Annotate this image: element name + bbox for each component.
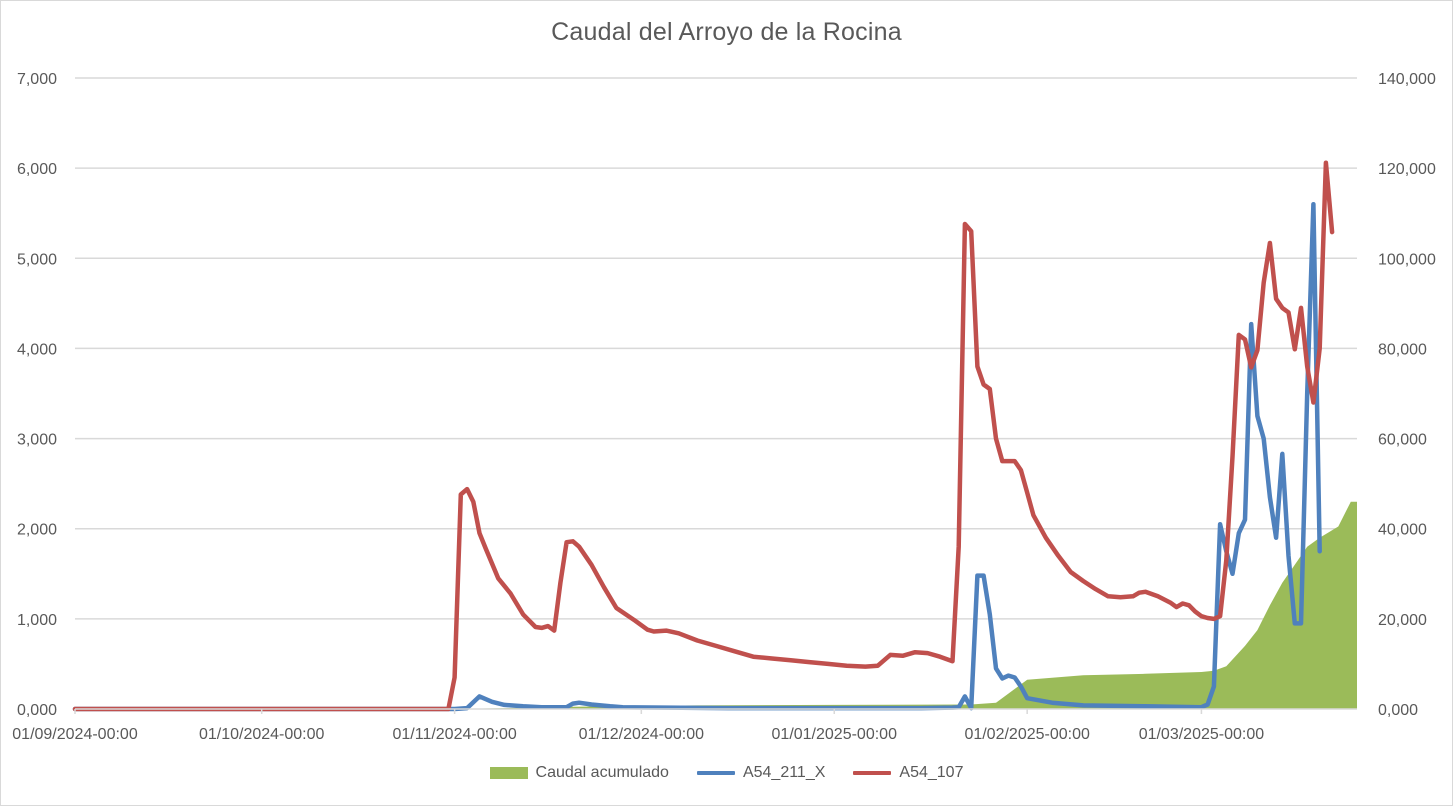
x-tick-label: 01/02/2025-00:00	[964, 726, 1090, 743]
legend: Caudal acumulado A54_211_X A54_107	[0, 764, 1453, 782]
y-right-tick-label: 60,000	[1378, 432, 1427, 449]
x-tick-label: 01/09/2024-00:00	[12, 726, 138, 743]
axis-layer	[74, 708, 1357, 714]
legend-item-a54-211-x: A54_211_X	[696, 764, 826, 782]
line-layer	[72, 160, 1335, 712]
series-area-caudal-acumulado	[75, 501, 1357, 709]
x-tick-label: 01/01/2025-00:00	[772, 726, 898, 743]
y-right-tick-label: 120,000	[1378, 161, 1436, 178]
x-tick-label: 01/12/2024-00:00	[579, 726, 705, 743]
legend-swatch-caudal-acumulado	[489, 767, 528, 779]
y-right-tick-label: 20,000	[1378, 612, 1427, 629]
y-left-tick-label: 6,000	[17, 161, 57, 178]
y-left-tick-label: 2,000	[17, 522, 57, 539]
y-left-tick-label: 5,000	[17, 251, 57, 268]
label-layer: 0,000 0,000 1,000 20,000 2,000 40,000 3,000 60,…	[12, 71, 1436, 743]
area-layer	[75, 501, 1357, 709]
legend-item-a54-107: A54_107	[853, 764, 963, 782]
legend-label-caudal-acumulado: Caudal acumulado	[535, 764, 669, 781]
y-right-tick-label: 100,000	[1378, 251, 1436, 268]
y-left-tick-label: 1,000	[17, 612, 57, 629]
x-tick-label: 01/03/2025-00:00	[1139, 726, 1265, 743]
y-right-tick-label: 0,000	[1378, 702, 1418, 719]
legend-label-a54-107: A54_107	[899, 764, 964, 781]
legend-swatch-a54-211-x	[696, 771, 735, 775]
x-tick-label: 01/10/2024-00:00	[199, 726, 325, 743]
y-right-tick-label: 140,000	[1378, 71, 1436, 88]
series-line-a54-211-x	[72, 201, 1322, 712]
legend-label-a54-211-x: A54_211_X	[742, 764, 826, 781]
grid-layer	[75, 77, 1357, 620]
chart-title: Caudal del Arroyo de la Rocina	[551, 18, 902, 46]
series-line-a54-107	[72, 160, 1335, 712]
legend-item-caudal-acumulado: Caudal acumulado	[489, 764, 669, 782]
y-left-tick-label: 4,000	[17, 341, 57, 358]
x-tick-label: 01/11/2024-00:00	[392, 726, 516, 743]
y-left-tick-label: 0,000	[17, 702, 57, 719]
y-left-tick-label: 7,000	[17, 71, 57, 88]
legend-swatch-a54-107	[853, 771, 892, 775]
y-right-tick-label: 40,000	[1378, 522, 1427, 539]
y-right-tick-label: 80,000	[1378, 341, 1427, 358]
y-left-tick-label: 3,000	[17, 432, 57, 449]
